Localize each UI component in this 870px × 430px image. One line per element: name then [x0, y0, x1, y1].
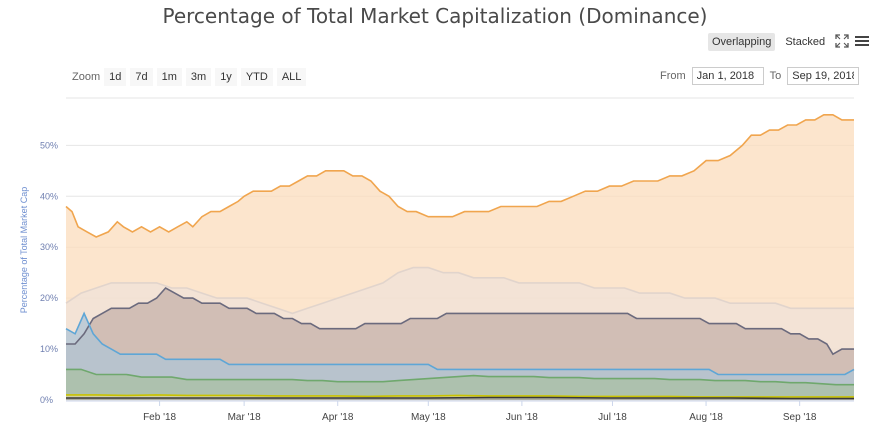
x-tick-label: Aug '18 [689, 412, 723, 423]
series-area-4 [66, 369, 854, 400]
from-date-input[interactable] [691, 67, 764, 85]
series-line-0 [65, 114, 854, 238]
zoom-1m-button[interactable]: 1m [156, 68, 182, 86]
series-line-3 [65, 311, 855, 376]
series-line-1 [65, 266, 854, 315]
zoom-controls: Zoom 1d 7d 1m 3m 1y YTD ALL [72, 68, 307, 86]
zoom-ytd-button[interactable]: YTD [240, 68, 273, 86]
y-tick-label: 40% [40, 191, 58, 201]
menu-icon-graphic [855, 35, 870, 46]
chart-title: Percentage of Total Market Capitalizatio… [162, 4, 708, 28]
fullscreen-icon-graphic [835, 33, 849, 48]
x-tick-label: Sep '18 [783, 412, 817, 423]
series-line-2 [66, 286, 854, 356]
date-range: From To [660, 67, 860, 85]
y-tick-label: 30% [40, 242, 58, 252]
overlapping-button[interactable]: Overlapping [708, 33, 776, 51]
to-label: To [769, 70, 782, 82]
y-tick-label: 10% [40, 344, 58, 354]
zoom-label: Zoom [72, 71, 101, 83]
to-date-input[interactable] [787, 67, 860, 85]
y-tick-label: 20% [40, 293, 58, 303]
x-tick-label: Mar '18 [228, 412, 261, 423]
series-line-4 [66, 368, 854, 386]
hamburger-menu-icon[interactable] [855, 35, 870, 50]
x-tick-label: Jun '18 [506, 412, 538, 423]
y-tick-label: 50% [40, 140, 58, 150]
zoom-7d-button[interactable]: 7d [130, 68, 153, 86]
fullscreen-icon[interactable] [835, 33, 849, 51]
zoom-1d-button[interactable]: 1d [104, 68, 127, 86]
zoom-1y-button[interactable]: 1y [215, 68, 237, 86]
y-axis-label: Percentage of Total Market Cap [19, 187, 29, 313]
series-line-6 [66, 396, 854, 400]
x-tick-label: Apr '18 [322, 412, 354, 423]
y-tick-label: 0% [40, 395, 53, 405]
x-tick-label: Feb '18 [143, 412, 176, 423]
x-tick-label: May '18 [411, 412, 446, 423]
view-toggle: Overlapping Stacked [708, 33, 870, 51]
zoom-3m-button[interactable]: 3m [185, 68, 212, 86]
from-label: From [660, 70, 686, 82]
series-line-5 [66, 394, 854, 398]
x-tick-label: Jul '18 [598, 412, 627, 423]
zoom-all-button[interactable]: ALL [276, 68, 307, 86]
stacked-button[interactable]: Stacked [785, 36, 826, 48]
